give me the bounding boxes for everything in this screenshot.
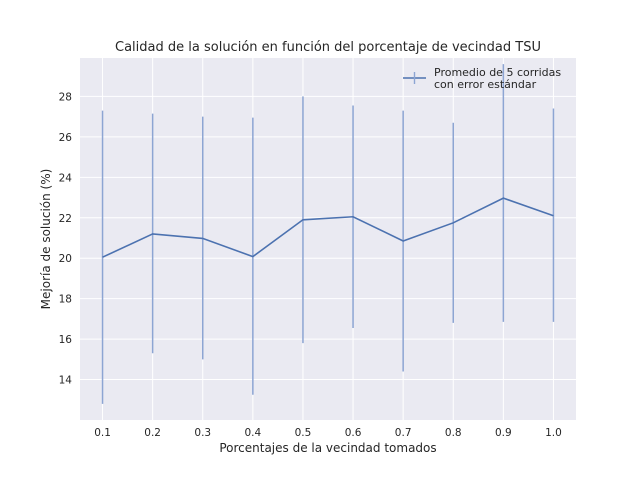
x-tick-label: 0.3 (194, 427, 211, 439)
x-tick-label: 0.6 (345, 427, 362, 439)
x-tick-label: 0.1 (94, 427, 111, 439)
legend-entry-label: Promedio de 5 corridas con error estándar (434, 66, 561, 91)
y-tick-label: 20 (59, 253, 72, 265)
y-tick-labels: 14 16 18 20 22 24 26 28 (59, 91, 73, 386)
y-tick-label: 26 (59, 132, 73, 144)
y-axis-label: Mejoría de solución (%) (39, 169, 53, 310)
y-tick-label: 14 (59, 375, 73, 387)
x-tick-label: 0.8 (445, 427, 462, 439)
y-tick-label: 16 (59, 334, 73, 346)
legend-text-line: Promedio de 5 corridas (434, 66, 561, 79)
x-tick-label: 0.9 (495, 427, 512, 439)
y-tick-label: 22 (59, 213, 72, 225)
legend-text-line: con error estándar (434, 78, 537, 91)
y-tick-label: 28 (59, 91, 72, 103)
y-tick-label: 24 (59, 172, 73, 184)
chart-title: Calidad de la solución en función del po… (115, 40, 541, 55)
x-tick-label: 0.7 (395, 427, 412, 439)
series-line (102, 197, 554, 258)
x-tick-label: 0.5 (295, 427, 312, 439)
legend: Promedio de 5 corridas con error estándar (403, 66, 561, 91)
x-axis-label: Porcentajes de la vecindad tomados (219, 441, 436, 455)
x-tick-labels: 0.1 0.2 0.3 0.4 0.5 0.6 0.7 0.8 0.9 1.0 (94, 427, 562, 439)
plot-area (80, 58, 576, 420)
y-tick-label: 18 (59, 294, 72, 306)
x-tick-label: 0.2 (144, 427, 161, 439)
x-tick-label: 1.0 (545, 427, 562, 439)
x-tick-label: 0.4 (244, 427, 261, 439)
